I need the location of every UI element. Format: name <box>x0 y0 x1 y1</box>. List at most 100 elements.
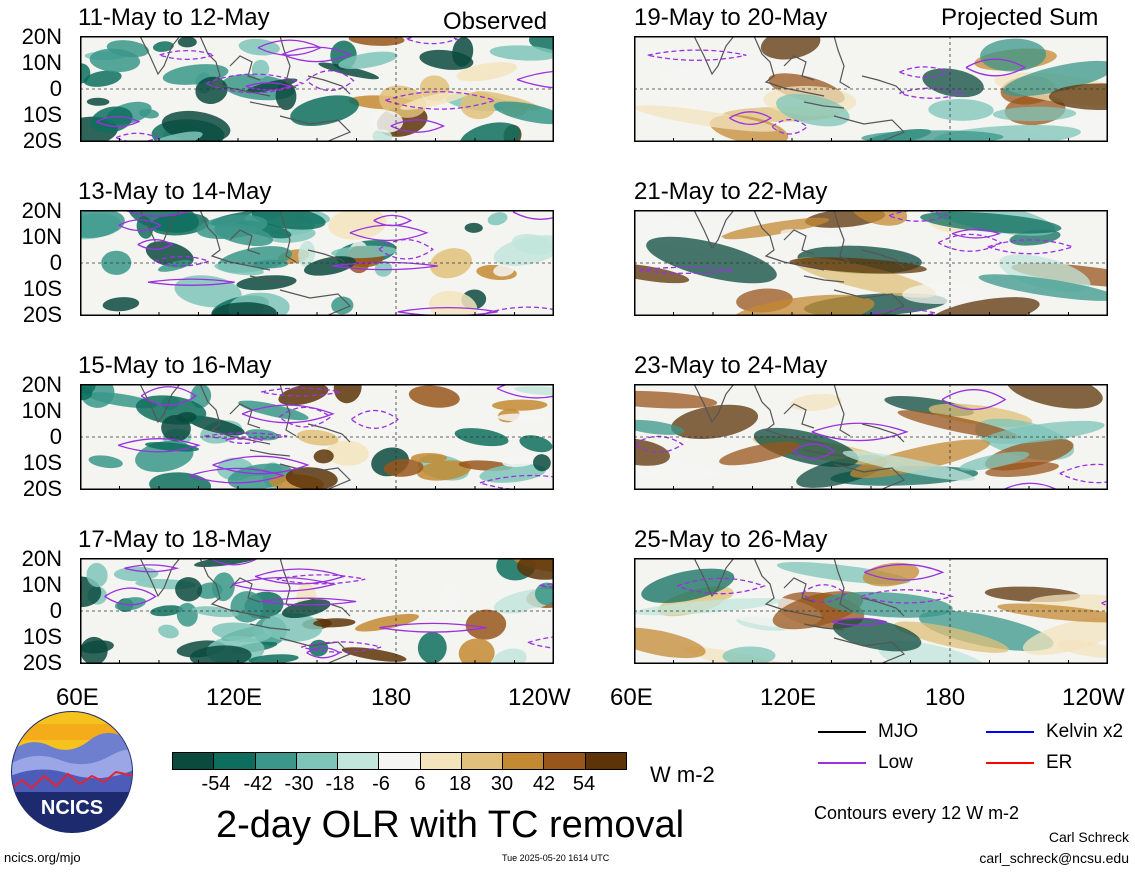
olr-field <box>80 558 554 664</box>
lat-label: 10N <box>21 224 62 249</box>
olr-anomaly <box>790 393 842 411</box>
olr-anomaly <box>248 654 299 664</box>
olr-contour <box>516 70 554 89</box>
lat-label: 10N <box>21 50 62 75</box>
panel-title-right-4: 25-May to 26-May <box>634 526 828 553</box>
lon-label: 120E <box>760 684 817 711</box>
lon-label: 120E <box>206 684 263 711</box>
coastline <box>693 36 906 142</box>
panel-title-left-3: 15-May to 16-May <box>78 352 272 379</box>
lat-label: 10N <box>21 572 62 597</box>
olr-anomaly <box>238 400 309 421</box>
olr-anomaly <box>318 62 380 80</box>
legend-swatch-kelvin <box>986 731 1034 733</box>
olr-contour <box>676 577 767 595</box>
lat-label: 0 <box>49 424 62 449</box>
olr-anomaly <box>80 640 114 654</box>
olr-anomaly <box>878 641 995 664</box>
olr-anomaly <box>634 419 685 435</box>
colorbar <box>172 752 627 772</box>
olr-anomaly <box>458 638 495 664</box>
olr-anomaly <box>139 108 159 119</box>
olr-anomaly <box>902 282 981 304</box>
olr-anomaly <box>634 105 778 132</box>
olr-anomaly <box>519 435 553 453</box>
olr-contour <box>118 219 162 232</box>
lat-label: 0 <box>49 250 62 275</box>
olr-anomaly <box>429 248 472 279</box>
legend-label-mjo: MJO <box>878 721 919 742</box>
olr-anomaly <box>236 275 297 291</box>
olr-contour <box>245 82 293 91</box>
colorbar-units: W m-2 <box>650 762 715 787</box>
legend-swatch-low <box>818 762 866 764</box>
olr-anomaly <box>195 76 228 105</box>
olr-contour <box>379 622 487 633</box>
olr-anomaly <box>502 454 539 468</box>
olr-anomaly <box>150 212 210 236</box>
olr-anomaly <box>251 210 326 230</box>
colorbar-swatch <box>295 752 339 770</box>
author-name: Carl Schreck <box>1048 829 1129 845</box>
olr-anomaly <box>514 386 554 396</box>
olr-contour <box>212 455 310 475</box>
olr-anomaly <box>1022 617 1108 655</box>
olr-field <box>634 558 1108 664</box>
legend-label-low: Low <box>878 752 913 773</box>
olr-anomaly <box>196 214 268 239</box>
olr-contour <box>276 574 366 585</box>
olr-anomaly <box>187 415 245 436</box>
olr-anomaly <box>379 85 427 118</box>
olr-anomaly <box>313 618 356 628</box>
olr-anomaly <box>86 97 110 106</box>
olr-contour <box>792 443 836 459</box>
olr-anomaly <box>177 36 197 48</box>
lon-label: 60E <box>56 684 99 711</box>
olr-contour <box>406 36 459 45</box>
panel-title-right-1: 19-May to 20-May <box>634 4 828 31</box>
olr-contour <box>124 564 180 573</box>
olr-contour <box>260 597 357 606</box>
panel-title-right-2: 21-May to 22-May <box>634 178 828 205</box>
olr-map-observed-3 <box>80 384 554 490</box>
olr-field <box>634 384 1108 490</box>
olr-contour <box>639 266 733 274</box>
colorbar-swatch <box>502 752 545 770</box>
olr-anomaly <box>175 577 203 602</box>
olr-anomaly <box>252 259 289 269</box>
olr-anomaly <box>194 558 260 567</box>
olr-anomaly <box>383 459 424 477</box>
olr-contour <box>512 210 554 220</box>
olr-anomaly <box>373 405 401 434</box>
legend-swatch-mjo <box>818 731 866 733</box>
olr-anomaly <box>408 385 460 408</box>
olr-anomaly <box>278 384 329 406</box>
olr-anomaly <box>920 211 1062 234</box>
lat-label: 10S <box>22 102 62 127</box>
olr-contour <box>301 641 382 653</box>
colorbar-tick-label: -54 <box>201 773 231 795</box>
olr-anomaly <box>497 413 550 423</box>
olr-anomaly <box>634 438 671 466</box>
olr-contour <box>278 406 332 428</box>
olr-contour <box>225 436 264 444</box>
olr-contour <box>831 617 887 626</box>
lat-label: 20N <box>21 546 62 571</box>
olr-anomaly <box>331 296 354 315</box>
olr-contour <box>123 210 196 217</box>
olr-contour <box>254 568 346 585</box>
coastline <box>139 210 352 316</box>
coastline <box>693 558 906 664</box>
olr-contour <box>385 91 497 110</box>
olr-anomaly <box>328 210 387 240</box>
olr-contour <box>349 224 429 242</box>
olr-anomaly <box>149 472 212 490</box>
lon-label: 180 <box>925 684 966 711</box>
olr-anomaly <box>89 48 141 73</box>
olr-anomaly <box>88 455 123 469</box>
colorbar-swatch <box>337 752 380 770</box>
olr-anomaly <box>262 612 323 642</box>
olr-anomaly <box>355 613 419 632</box>
lat-label: 10N <box>21 398 62 423</box>
site-link[interactable]: ncics.org/mjo <box>4 850 81 865</box>
